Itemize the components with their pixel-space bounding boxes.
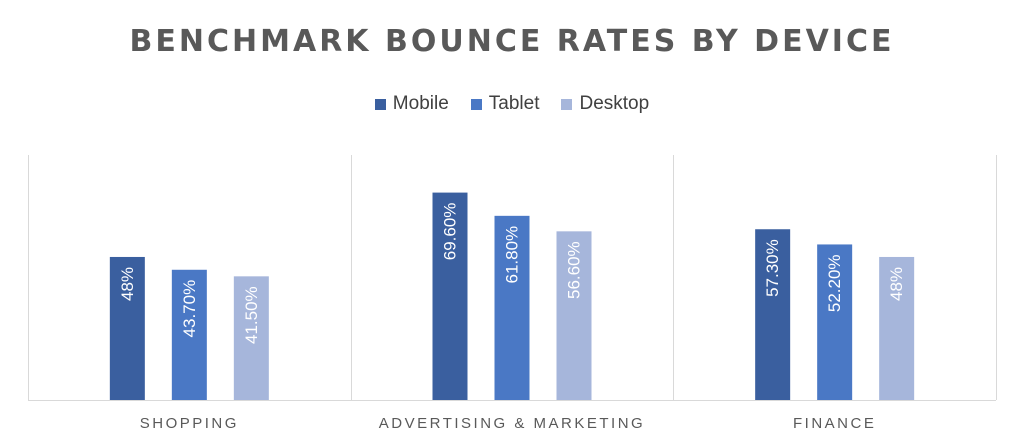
data-label: 41.50%	[242, 286, 261, 344]
chart-title: BENCHMARK BOUNCE RATES BY DEVICE	[129, 24, 895, 59]
bar-mobile	[109, 256, 145, 400]
bar-tablet	[494, 215, 530, 400]
legend-swatch-mobile	[374, 98, 386, 110]
data-label: 61.80%	[503, 226, 522, 284]
legend-swatch-tablet	[470, 98, 482, 110]
data-label: 43.70%	[180, 280, 199, 338]
bar-mobile	[432, 192, 468, 400]
bar-mobile	[755, 229, 791, 400]
legend-label-mobile: Mobile	[392, 93, 449, 114]
data-label: 52.20%	[825, 254, 844, 312]
x-tick-label: FINANCE	[793, 415, 876, 432]
bar-desktop	[233, 276, 269, 400]
legend-label-desktop: Desktop	[579, 93, 650, 114]
data-label: 69.60%	[441, 203, 460, 261]
bar-desktop	[879, 256, 915, 400]
data-label: 57.30%	[763, 239, 782, 297]
bar-tablet	[171, 269, 207, 400]
data-label: 56.60%	[565, 241, 584, 299]
legend-swatch-desktop	[561, 98, 573, 110]
legend: Mobile Tablet Desktop	[0, 93, 1024, 115]
legend-item-desktop: Desktop	[561, 93, 649, 115]
data-label: 48%	[118, 267, 137, 301]
x-tick-label: ADVERTISING & MARKETING	[379, 415, 645, 432]
legend-item-tablet: Tablet	[470, 93, 540, 115]
bar-desktop	[556, 231, 592, 400]
legend-label-tablet: Tablet	[488, 93, 540, 114]
data-label: 48%	[887, 267, 906, 301]
bar-tablet	[817, 244, 853, 400]
legend-item-mobile: Mobile	[374, 93, 449, 115]
x-tick-label: SHOPPING	[140, 415, 239, 432]
